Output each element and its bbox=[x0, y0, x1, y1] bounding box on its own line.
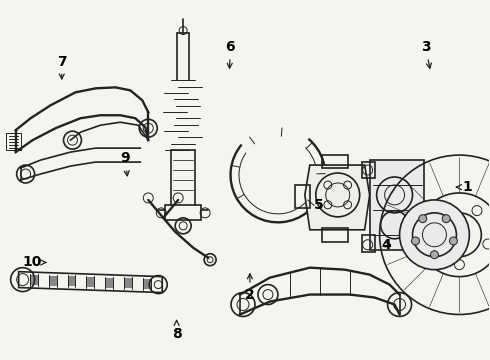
Text: 10: 10 bbox=[23, 256, 46, 270]
Polygon shape bbox=[369, 160, 424, 250]
Text: 4: 4 bbox=[382, 238, 392, 252]
Polygon shape bbox=[105, 278, 113, 288]
Polygon shape bbox=[29, 275, 38, 285]
Text: 6: 6 bbox=[225, 40, 235, 68]
Text: 8: 8 bbox=[172, 320, 181, 341]
Polygon shape bbox=[68, 276, 75, 287]
Polygon shape bbox=[86, 277, 95, 287]
Polygon shape bbox=[305, 165, 369, 230]
Text: 5: 5 bbox=[314, 198, 323, 212]
Text: 3: 3 bbox=[421, 40, 431, 68]
Text: 1: 1 bbox=[456, 180, 472, 194]
Circle shape bbox=[419, 215, 427, 222]
Circle shape bbox=[412, 237, 419, 245]
Text: 9: 9 bbox=[121, 152, 130, 176]
Text: 7: 7 bbox=[57, 55, 67, 79]
Circle shape bbox=[399, 200, 469, 270]
Circle shape bbox=[442, 215, 450, 222]
Circle shape bbox=[449, 237, 458, 245]
Polygon shape bbox=[49, 276, 56, 286]
Polygon shape bbox=[124, 278, 132, 288]
Circle shape bbox=[431, 251, 439, 259]
Text: 2: 2 bbox=[245, 274, 255, 302]
Polygon shape bbox=[143, 279, 151, 289]
